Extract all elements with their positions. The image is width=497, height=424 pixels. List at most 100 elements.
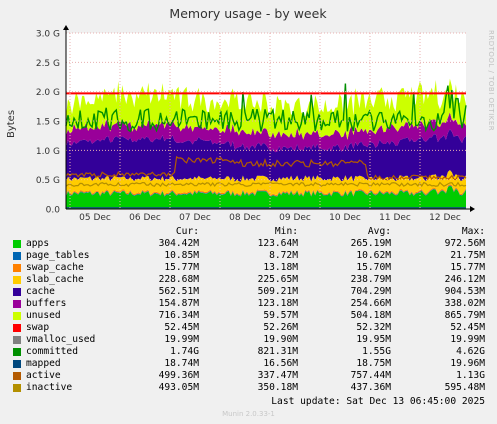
y-tick-label: 1.0 G: [36, 147, 60, 157]
legend-cur: 15.77M: [164, 262, 199, 273]
legend-cur: 499.36M: [158, 370, 199, 381]
legend-cur: 18.74M: [164, 358, 199, 369]
legend-swatch: [13, 348, 21, 356]
legend-cur: 304.42M: [158, 238, 199, 249]
legend-min: 123.64M: [257, 238, 298, 249]
rrdtool-credit: RRDTOOL / TOBI OETIKER: [487, 30, 495, 132]
legend-swatch: [13, 324, 21, 332]
legend-series-name: vmalloc_used: [26, 334, 96, 345]
legend-row-swap: swap 52.45M 52.26M 52.32M 52.45M: [0, 322, 497, 334]
line-committed: [65, 83, 467, 133]
line-inactive: [65, 181, 467, 188]
legend-min: 8.72M: [269, 250, 298, 261]
legend-cur: 19.99M: [164, 334, 199, 345]
legend-swatch: [13, 360, 21, 368]
stacked-areas: [66, 78, 466, 209]
legend-row-swap-cache: swap_cache 15.77M 13.18M 15.70M 15.77M: [0, 262, 497, 274]
legend-max: 19.99M: [450, 334, 485, 345]
legend-cur: 716.34M: [158, 310, 199, 321]
legend-avg: 254.66M: [350, 298, 391, 309]
area-slab-cache: [66, 170, 466, 196]
series-lines: [65, 83, 467, 209]
chart-area: Memory usage - by week Bytes 0.0 0.5 G 1.0…: [6, 6, 475, 223]
legend-cur: 154.87M: [158, 298, 199, 309]
legend-row-active: active 499.36M 337.47M 757.44M 1.13G: [0, 370, 497, 382]
chart-title: Memory usage - by week: [169, 6, 327, 21]
legend-swatch: [13, 288, 21, 296]
area-page-tables: [66, 185, 466, 197]
legend-min: 19.90M: [263, 334, 298, 345]
x-axis-arrow: [470, 206, 475, 212]
x-tick-label: 08 Dec: [229, 213, 261, 223]
legend-max: 4.62G: [456, 346, 485, 357]
legend-row-cache: cache 562.51M 509.21M 704.29M 904.53M: [0, 286, 497, 298]
legend-series-name: cache: [26, 286, 55, 297]
area-buffers: [66, 112, 466, 153]
legend-cur: 228.68M: [158, 274, 199, 285]
y-tick-label: 2.0 G: [36, 88, 60, 98]
area-apps: [66, 185, 466, 209]
legend-row-unused: unused 716.34M 59.57M 504.18M 865.79M: [0, 310, 497, 322]
legend-swatch: [13, 384, 21, 392]
legend-series-name: unused: [26, 310, 61, 321]
legend-max: 972.56M: [444, 238, 485, 249]
legend-avg: 1.55G: [362, 346, 391, 357]
y-tick-label: 2.5 G: [36, 59, 60, 69]
y-axis-arrow: [63, 25, 69, 30]
y-axis: 0.0 0.5 G 1.0 G 1.5 G 2.0 G 2.5 G 3.0 G: [36, 30, 60, 216]
legend-cur: 1.74G: [170, 346, 199, 357]
legend-max: 52.45M: [450, 322, 485, 333]
legend-swatch: [13, 312, 21, 320]
legend-swatch: [13, 252, 21, 260]
legend-cur: 52.45M: [164, 322, 199, 333]
legend-header: Cur: Min: Avg: Max:: [0, 226, 497, 238]
legend-swatch: [13, 300, 21, 308]
legend-max: 21.75M: [450, 250, 485, 261]
legend-header-min: Min:: [274, 226, 298, 237]
legend-avg: 52.32M: [356, 322, 391, 333]
legend-avg: 10.62M: [356, 250, 391, 261]
legend-max: 19.96M: [450, 358, 485, 369]
x-tick-label: 11 Dec: [379, 213, 411, 223]
legend-min: 225.65M: [257, 274, 298, 285]
legend-swatch: [13, 264, 21, 272]
grid: [66, 32, 466, 209]
legend-row-page-tables: page_tables 10.85M 8.72M 10.62M 21.75M: [0, 250, 497, 262]
legend-max: 904.53M: [444, 286, 485, 297]
legend-min: 821.31M: [257, 346, 298, 357]
legend-series-name: apps: [26, 238, 50, 249]
x-tick-label: 10 Dec: [329, 213, 361, 223]
legend-max: 338.02M: [444, 298, 485, 309]
legend-min: 123.18M: [257, 298, 298, 309]
last-update: Last update: Sat Dec 13 06:45:00 2025: [271, 396, 485, 407]
y-tick-label: 3.0 G: [36, 30, 60, 40]
legend-avg: 238.79M: [350, 274, 391, 285]
legend-series-name: inactive: [26, 382, 73, 393]
legend-header-avg: Avg:: [367, 226, 391, 237]
area-swap-cache: [66, 184, 466, 197]
y-tick-label: 0.0: [46, 206, 61, 216]
legend-max: 246.12M: [444, 274, 485, 285]
legend-cur: 562.51M: [158, 286, 199, 297]
legend-swatch: [13, 336, 21, 344]
legend-min: 52.26M: [263, 322, 298, 333]
legend-header-max: Max:: [461, 226, 485, 237]
legend-max: 595.48M: [444, 382, 485, 393]
x-tick-label: 09 Dec: [279, 213, 311, 223]
legend-min: 337.47M: [257, 370, 298, 381]
legend-series-name: mapped: [26, 358, 61, 369]
x-axis: 05 Dec 06 Dec 07 Dec 08 Dec 09 Dec 10 Dec 11 D…: [79, 213, 461, 223]
legend-row-inactive: inactive 493.05M 350.18M 437.36M 595.48M: [0, 382, 497, 394]
legend-min: 13.18M: [263, 262, 298, 273]
legend-series-name: swap: [26, 322, 50, 333]
legend-max: 865.79M: [444, 310, 485, 321]
legend-row-slab-cache: slab_cache 228.68M 225.65M 238.79M 246.12M: [0, 274, 497, 286]
legend-row-mapped: mapped 18.74M 16.56M 18.75M 19.96M: [0, 358, 497, 370]
legend-row-vmalloc-used: vmalloc_used 19.99M 19.90M 19.95M 19.99M: [0, 334, 497, 346]
munin-version: Munin 2.0.33-1: [222, 410, 275, 418]
legend-row-buffers: buffers 154.87M 123.18M 254.66M 338.02M: [0, 298, 497, 310]
legend-series-name: committed: [26, 346, 78, 357]
legend-min: 59.57M: [263, 310, 298, 321]
x-tick-label: 05 Dec: [79, 213, 111, 223]
area-unused: [66, 78, 466, 140]
